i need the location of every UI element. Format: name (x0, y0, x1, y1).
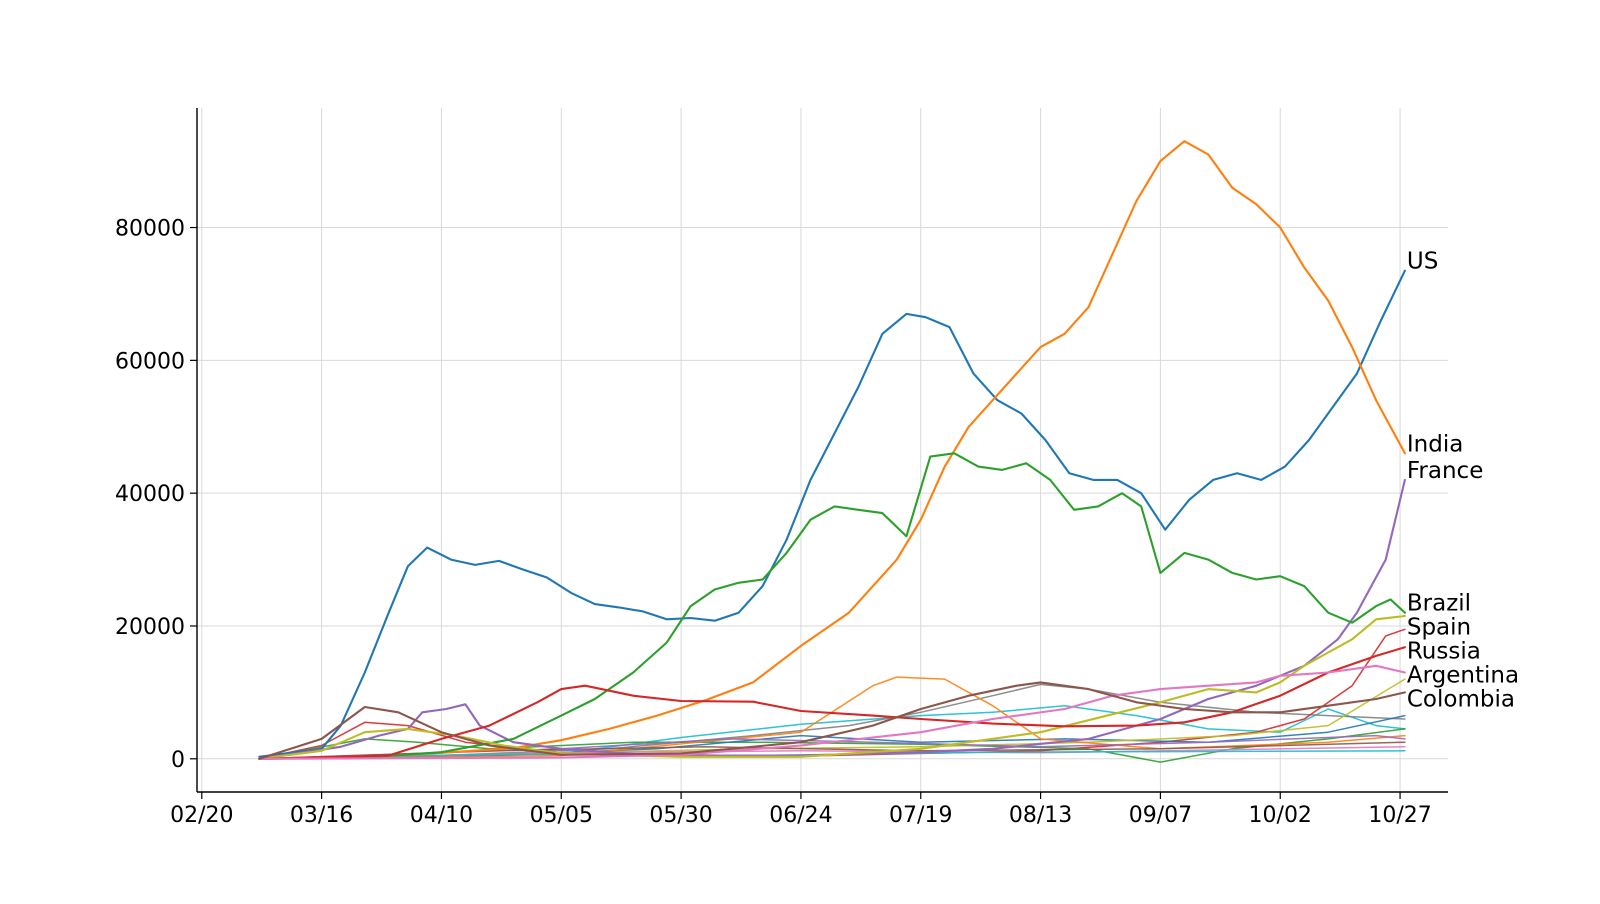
series-line-spain (258, 614, 1406, 760)
series-line-india (258, 140, 1406, 760)
series-line-unlabeled-10 (258, 628, 1406, 760)
series-label-argentina: Argentina (1407, 663, 1519, 689)
x-tick-label-7: 08/13 (1009, 803, 1072, 828)
x-tick-label-6: 07/19 (889, 803, 952, 828)
x-tick-label-8: 09/07 (1129, 803, 1192, 828)
x-tick-label-5: 06/24 (769, 803, 832, 828)
axes: 02/20 03/16 04/10 05/05 05/30 06/24 07/19 08/13… (115, 108, 1448, 828)
series-label-brazil: Brazil (1407, 591, 1471, 617)
series-label-france: France (1407, 458, 1483, 484)
series-label-colombia: Colombia (1407, 687, 1515, 713)
series-label-us: US (1407, 249, 1438, 275)
series-label-spain: Spain (1407, 615, 1471, 641)
x-tick-label-3: 05/05 (530, 803, 593, 828)
series-line-brazil (258, 452, 1406, 760)
y-tick-label-1: 20000 (115, 615, 185, 640)
y-tick-label-0: 0 (171, 748, 185, 773)
x-tick-label-0: 02/20 (170, 803, 233, 828)
grid (197, 108, 1448, 792)
x-tick-label-9: 10/02 (1249, 803, 1312, 828)
x-tick-label-4: 05/30 (649, 803, 712, 828)
labeled-series-group (258, 140, 1406, 760)
series-line-russia (258, 646, 1406, 760)
y-tick-label-2: 40000 (115, 482, 185, 507)
x-tick-label-10: 10/27 (1368, 803, 1431, 828)
series-label-russia: Russia (1407, 639, 1481, 665)
x-tick-label-1: 03/16 (290, 803, 353, 828)
series-label-india: India (1407, 431, 1463, 457)
x-tick-label-2: 04/10 (410, 803, 473, 828)
series-line-france (258, 478, 1406, 760)
series-line-colombia (258, 681, 1406, 760)
series-line-us (258, 269, 1406, 758)
y-tick-label-3: 60000 (115, 349, 185, 374)
series-line-argentina (258, 664, 1406, 760)
y-tick-label-4: 80000 (115, 217, 185, 242)
